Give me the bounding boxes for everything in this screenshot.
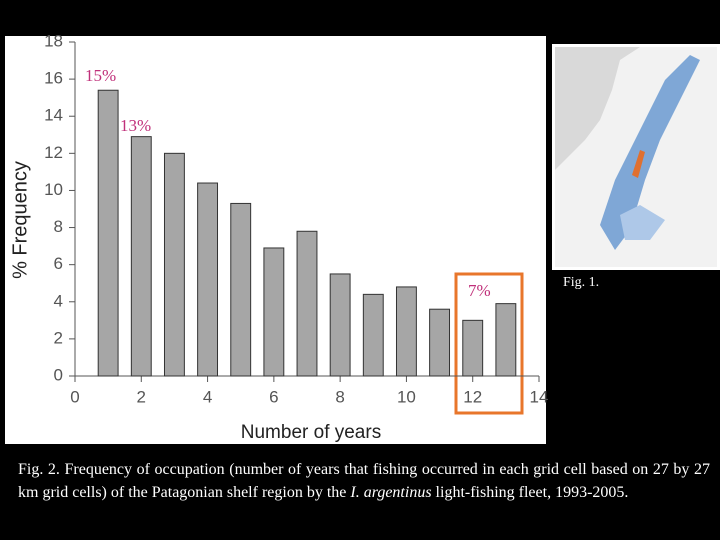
- x-tick-label: 14: [530, 387, 549, 406]
- bar: [263, 247, 285, 377]
- map-land: [555, 47, 640, 170]
- x-tick-label: 4: [203, 387, 212, 406]
- caption-text: Fig. 2. Frequency of occupation (number …: [18, 461, 710, 501]
- x-tick-label: 12: [463, 387, 482, 406]
- y-tick-label: 4: [54, 291, 63, 310]
- y-tick-label: 2: [54, 328, 63, 347]
- y-tick-label: 18: [44, 31, 63, 50]
- x-tick-label: 6: [269, 387, 278, 406]
- bar: [462, 319, 484, 377]
- chart: % Frequency Number of years 15% 13% 7% 0…: [5, 31, 720, 444]
- y-tick-label: 10: [44, 180, 63, 199]
- chart-background: [5, 36, 546, 444]
- x-tick-label: 10: [397, 387, 416, 406]
- bar: [429, 308, 451, 377]
- bar: [163, 152, 185, 377]
- caption: Fig. 2. Frequency of occupation (number …: [18, 458, 710, 504]
- caption-species: I. argentinus: [350, 484, 432, 501]
- bar: [495, 303, 517, 377]
- y-tick-label: 8: [54, 217, 63, 236]
- x-tick-label: 8: [335, 387, 344, 406]
- bar: [230, 202, 252, 377]
- y-tick-label: 14: [44, 106, 63, 125]
- bar: [197, 182, 219, 377]
- bar: [329, 273, 351, 377]
- figure-label: Fig. 1.: [563, 275, 600, 290]
- map-figure: [552, 44, 720, 270]
- annotation: 7%: [468, 281, 491, 300]
- annotation: 15%: [85, 66, 116, 85]
- y-tick-label: 16: [44, 69, 63, 88]
- y-tick-label: 12: [44, 143, 63, 162]
- x-tick-label: 2: [137, 387, 146, 406]
- bar: [130, 136, 152, 377]
- bar: [362, 293, 384, 377]
- x-axis-label: Number of years: [241, 422, 381, 443]
- y-axis-label: % Frequency: [9, 161, 31, 279]
- highlight-box: [454, 272, 524, 415]
- bar: [97, 89, 119, 377]
- annotation: 13%: [120, 116, 151, 135]
- x-tick-label: 0: [70, 387, 79, 406]
- map-shelf: [600, 55, 700, 250]
- bar: [296, 230, 318, 377]
- bar: [395, 286, 417, 377]
- map-hotspot: [632, 150, 645, 178]
- y-tick-label: 0: [54, 365, 63, 384]
- caption-text: light-fishing fleet, 1993-2005.: [431, 484, 629, 501]
- y-tick-label: 6: [54, 254, 63, 273]
- map-islands: [620, 205, 665, 240]
